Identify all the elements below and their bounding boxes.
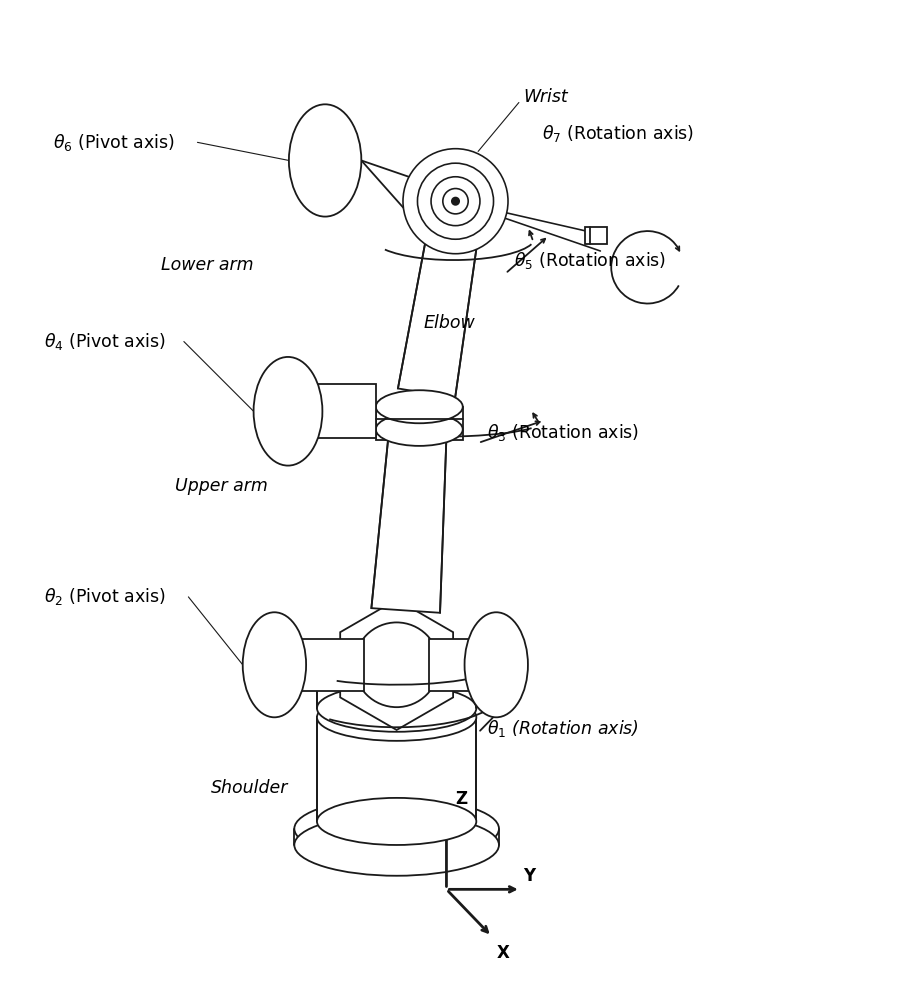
- Text: $\theta_2$ (Pivot axis): $\theta_2$ (Pivot axis): [44, 586, 165, 607]
- Ellipse shape: [452, 198, 459, 205]
- Ellipse shape: [376, 390, 463, 423]
- Polygon shape: [476, 171, 492, 235]
- Polygon shape: [274, 639, 364, 691]
- Polygon shape: [419, 171, 435, 235]
- Ellipse shape: [443, 189, 468, 214]
- Ellipse shape: [253, 357, 322, 466]
- Ellipse shape: [465, 612, 528, 717]
- Polygon shape: [372, 435, 446, 613]
- Text: $\theta_1$ (Rotation axis): $\theta_1$ (Rotation axis): [487, 718, 640, 739]
- Text: Z: Z: [456, 790, 467, 808]
- Text: $\theta_5$ (Rotation axis): $\theta_5$ (Rotation axis): [515, 250, 667, 271]
- Text: Shoulder: Shoulder: [211, 779, 289, 797]
- Text: Wrist: Wrist: [524, 88, 568, 106]
- Ellipse shape: [417, 163, 494, 239]
- Ellipse shape: [294, 798, 499, 859]
- Ellipse shape: [317, 648, 476, 696]
- Text: Y: Y: [524, 867, 536, 885]
- Text: $\theta_3$ (Rotation axis): $\theta_3$ (Rotation axis): [487, 422, 640, 443]
- Polygon shape: [288, 384, 376, 438]
- Text: Lower arm: Lower arm: [161, 256, 254, 274]
- Ellipse shape: [431, 177, 480, 226]
- Polygon shape: [585, 227, 607, 244]
- Ellipse shape: [242, 612, 306, 717]
- Ellipse shape: [317, 685, 476, 732]
- Ellipse shape: [289, 104, 362, 217]
- Text: Elbow: Elbow: [424, 314, 476, 332]
- Ellipse shape: [354, 622, 439, 707]
- Ellipse shape: [376, 413, 463, 446]
- Polygon shape: [317, 717, 476, 821]
- Text: $\theta_4$ (Pivot axis): $\theta_4$ (Pivot axis): [44, 331, 165, 352]
- Ellipse shape: [317, 694, 476, 741]
- Ellipse shape: [403, 149, 508, 254]
- Text: Upper arm: Upper arm: [175, 477, 268, 495]
- Polygon shape: [398, 224, 478, 398]
- Polygon shape: [376, 407, 463, 440]
- Polygon shape: [317, 672, 476, 708]
- Polygon shape: [429, 639, 496, 691]
- Text: $\theta_7$ (Rotation axis): $\theta_7$ (Rotation axis): [541, 123, 694, 144]
- Ellipse shape: [317, 798, 476, 845]
- Text: $\theta_6$ (Pivot axis): $\theta_6$ (Pivot axis): [53, 132, 174, 153]
- Ellipse shape: [294, 814, 499, 876]
- Polygon shape: [419, 171, 492, 188]
- Polygon shape: [340, 600, 453, 730]
- Text: X: X: [496, 944, 509, 962]
